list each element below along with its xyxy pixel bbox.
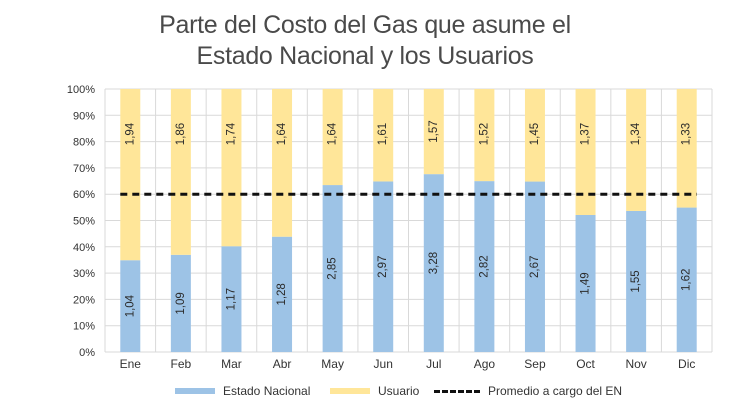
data-label-estado: 2,85 [327,257,339,279]
data-label-estado: 2,97 [377,256,389,278]
data-label-usuario: 1,64 [276,122,288,145]
bar-estado-nacional [120,260,141,352]
bar-estado-nacional [423,174,444,352]
bar-usuario [626,89,647,211]
y-tick-label: 50% [73,216,95,228]
x-tick-label: Ene [120,357,142,371]
data-label-estado: 1,28 [276,283,288,305]
bar-usuario [676,89,697,208]
legend-item-estado: Estado Nacional [175,384,310,398]
bar-estado-nacional [272,236,293,352]
legend-label-promedio: Promedio a cargo del EN [488,384,623,398]
x-tick-label: Jul [426,357,441,371]
legend-item-usuario: Usuario [330,384,419,398]
bar-usuario [373,89,394,182]
bar-usuario [272,89,293,237]
y-tick-label: 80% [73,137,95,149]
data-label-usuario: 1,74 [225,122,237,145]
data-label-estado: 2,82 [478,255,490,277]
data-label-usuario: 1,94 [124,122,136,145]
bar-usuario [170,89,191,255]
chart-legend: Estado Nacional Usuario Promedio a cargo… [0,384,730,404]
data-label-estado: 1,62 [681,269,693,291]
bar-estado-nacional [626,210,647,352]
data-label-usuario: 1,61 [377,123,389,145]
chart-title-line-1: Parte del Costo del Gas que asume el [159,11,571,39]
bar-usuario [524,89,545,182]
legend-label-usuario: Usuario [378,384,420,398]
bar-usuario [474,89,495,182]
y-tick-label: 30% [73,268,95,280]
legend-swatch-estado [175,388,215,394]
bar-usuario [575,89,596,215]
chart-title: Parte del Costo del Gas que asume el Est… [0,10,730,72]
data-label-estado: 1,17 [225,288,237,310]
bar-usuario [322,89,343,186]
data-label-usuario: 1,86 [175,123,187,145]
y-tick-label: 10% [73,321,95,333]
bar-usuario [120,89,141,261]
bar-estado-nacional [575,214,596,352]
y-tick-label: 90% [73,110,95,122]
bar-usuario [221,89,242,247]
x-tick-label: Ago [474,357,496,371]
y-tick-label: 60% [73,189,95,201]
x-tick-label: May [321,357,344,371]
bar-estado-nacional [170,254,191,352]
legend-swatch-usuario [330,388,370,394]
x-tick-label: Dic [678,357,695,371]
y-tick-label: 40% [73,242,95,254]
chart-title-line-2: Estado Nacional y los Usuarios [196,42,534,70]
x-tick-label: Sep [524,357,546,371]
data-label-usuario: 1,34 [630,122,642,145]
y-tick-label: 100% [67,84,95,96]
bar-estado-nacional [322,185,343,352]
data-label-estado: 3,28 [428,252,440,274]
y-tick-label: 0% [79,347,95,359]
data-label-estado: 1,49 [580,272,592,294]
bar-estado-nacional [221,246,242,352]
x-tick-label: Nov [625,357,646,371]
data-label-usuario: 1,37 [580,123,592,145]
y-tick-label: 20% [73,294,95,306]
data-label-estado: 1,55 [630,270,642,292]
stacked-bar-chart: 0% 10% 20% 30% 40% 50% 60% 70% 80% 90% 100% 1,04 1,9… [67,84,713,371]
data-label-usuario: 1,64 [327,122,339,145]
data-label-estado: 2,67 [529,256,541,278]
bar-estado-nacional [373,181,394,352]
data-label-usuario: 1,52 [478,123,490,145]
legend-item-promedio: Promedio a cargo del EN [434,384,622,398]
bar-usuario [423,89,444,175]
legend-label-estado: Estado Nacional [223,384,311,398]
x-tick-label: Abr [273,357,292,371]
x-tick-label: Jun [374,357,393,371]
x-tick-label: Mar [221,357,242,371]
data-label-usuario: 1,57 [428,120,440,142]
data-label-usuario: 1,33 [681,123,693,145]
y-tick-label: 70% [73,163,95,175]
bar-estado-nacional [474,181,495,352]
bar-estado-nacional [524,181,545,352]
bar-estado-nacional [676,207,697,352]
legend-swatch-promedio [434,389,480,393]
data-label-estado: 1,09 [175,292,187,314]
x-tick-label: Feb [171,357,192,371]
data-label-usuario: 1,45 [529,123,541,145]
x-tick-label: Oct [576,357,595,371]
data-label-estado: 1,04 [124,294,136,317]
